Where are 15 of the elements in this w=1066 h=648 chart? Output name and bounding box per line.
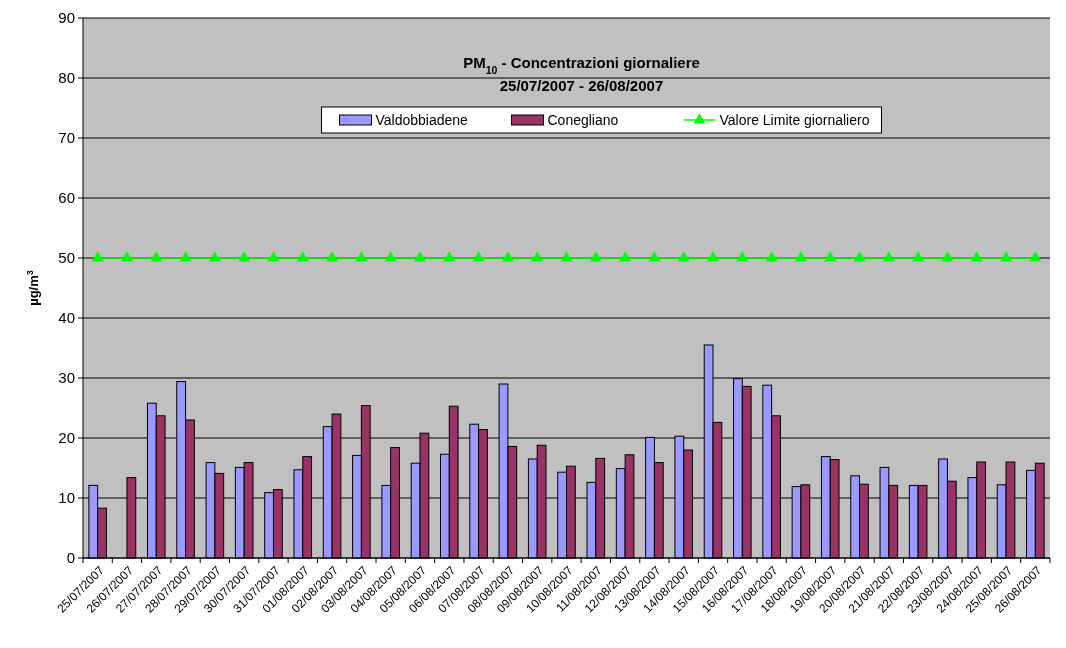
y-tick-label: 80: [58, 69, 75, 87]
y-tick-label: 70: [58, 129, 75, 147]
y-tick-label: 60: [58, 189, 75, 207]
legend-label: Valdobbiadene: [375, 111, 469, 128]
y-tick-label: 10: [58, 489, 75, 507]
text: PM$_{10}$ - Concentrazioni giornaliere: [463, 54, 700, 76]
legend-label: Valore Limite giornaliero: [719, 111, 870, 128]
legend-label: Conegliano: [547, 111, 619, 128]
y-tick-label: 90: [58, 9, 75, 27]
y-tick-label: 40: [58, 309, 75, 327]
y-tick-label: 20: [58, 429, 75, 447]
y-tick-label: 0: [66, 549, 75, 567]
text: 25/07/2007 - 26/08/2007: [499, 77, 664, 94]
y-tick-label: 50: [58, 249, 75, 267]
y-tick-label: 30: [58, 369, 75, 387]
